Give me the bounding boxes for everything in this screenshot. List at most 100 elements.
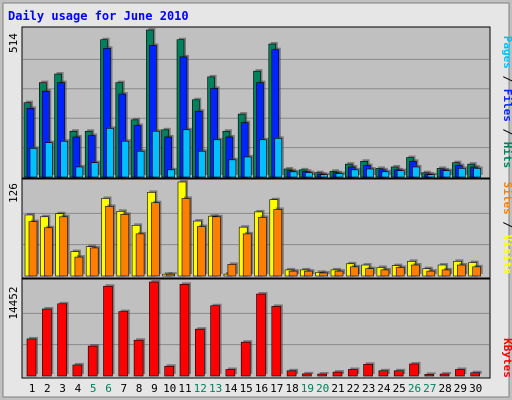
pages-bar xyxy=(366,168,374,178)
x-tick-label: 21 xyxy=(331,382,344,395)
x-tick-label: 4 xyxy=(75,382,82,395)
kbytes-bar xyxy=(72,364,83,377)
visits-legend: Sites / Visits xyxy=(501,182,512,275)
kbytes-bar xyxy=(57,303,67,377)
pages-bar xyxy=(75,166,84,178)
x-tick-label: 19 xyxy=(301,382,314,395)
x-tick-label: 1 xyxy=(29,382,36,395)
legend-pages: Pages xyxy=(501,36,512,69)
kbytes-bar xyxy=(393,370,404,377)
sites-bar xyxy=(472,266,482,277)
kbytes-bar xyxy=(210,305,220,377)
sites-bar xyxy=(197,226,206,277)
sites-bar xyxy=(395,267,405,277)
kbytes-bar xyxy=(409,363,419,377)
pages-bar xyxy=(442,170,451,178)
x-tick-label: 27 xyxy=(423,382,436,395)
hits-legend: Pages / Files / Hits xyxy=(501,36,512,169)
kbytes-bar xyxy=(225,369,236,377)
sites-bar xyxy=(411,264,420,277)
sites-bar xyxy=(441,269,451,277)
pages-bar xyxy=(29,148,38,178)
kbytes-bar xyxy=(256,293,266,377)
pages-bar xyxy=(106,128,114,178)
x-tick-label: 3 xyxy=(59,382,66,395)
pages-bar xyxy=(412,166,420,178)
x-tick-label: 23 xyxy=(362,382,375,395)
sites-bar xyxy=(288,270,298,277)
kbytes-bar xyxy=(378,370,389,377)
pages-bar xyxy=(289,171,298,178)
kbytes-bar xyxy=(439,373,450,377)
pages-bar xyxy=(60,140,68,178)
pages-bar xyxy=(44,142,53,178)
sites-bar xyxy=(181,198,191,277)
pages-bar xyxy=(274,138,283,178)
x-tick-label: 2 xyxy=(44,382,51,395)
pages-bar xyxy=(182,129,191,178)
x-tick-label: 28 xyxy=(438,382,451,395)
sites-bar xyxy=(59,216,68,277)
sites-bar xyxy=(457,264,466,277)
pages-bar xyxy=(167,169,175,178)
x-tick-label: 6 xyxy=(105,382,112,395)
legend-files: Files xyxy=(501,89,512,122)
legend-kbytes: KBytes xyxy=(501,338,512,378)
kbytes-legend: KBytes xyxy=(501,338,512,378)
chart-title: Daily usage for June 2010 xyxy=(8,9,189,23)
pages-bar xyxy=(473,168,482,178)
sites-bar xyxy=(334,270,344,277)
x-tick-label: 5 xyxy=(90,382,97,395)
kbytes-bar-shadow xyxy=(304,371,314,374)
pages-bar xyxy=(320,174,329,178)
kbytes-bar xyxy=(302,373,312,377)
x-tick-label: 10 xyxy=(163,382,176,395)
kbytes-panel xyxy=(21,278,491,379)
kbytes-bar xyxy=(26,338,37,377)
x-tick-label: 26 xyxy=(408,382,421,395)
pages-bar xyxy=(243,156,252,178)
kbytes-bar xyxy=(455,369,465,377)
kbytes-ymax-label: 14452 xyxy=(7,286,20,319)
x-tick-label: 17 xyxy=(270,382,283,395)
pages-bar xyxy=(350,169,359,178)
pages-bar xyxy=(228,159,237,178)
x-tick-label: 7 xyxy=(120,382,127,395)
sites-bar xyxy=(273,209,283,277)
sites-bar xyxy=(43,227,53,277)
x-tick-label: 22 xyxy=(347,382,360,395)
x-tick-label: 14 xyxy=(224,382,238,395)
sites-bar xyxy=(349,266,359,277)
svg-text:Pages / Files / Hits: Pages / Files / Hits xyxy=(501,36,512,169)
kbytes-bar xyxy=(164,365,174,377)
pages-bar xyxy=(90,162,99,178)
sites-bar xyxy=(135,233,145,277)
hits-ymax-label: 514 xyxy=(7,33,20,53)
x-tick-label: 20 xyxy=(316,382,329,395)
pages-bar xyxy=(198,150,206,178)
pages-bar xyxy=(305,172,313,178)
kbytes-bar-shadow xyxy=(442,372,452,374)
x-tick-label: 12 xyxy=(194,382,207,395)
sites-bar-shadow xyxy=(321,270,330,274)
x-tick-label: 8 xyxy=(136,382,143,395)
sites-bar xyxy=(304,270,313,277)
kbytes-bar xyxy=(347,369,358,377)
sites-bar xyxy=(151,202,160,277)
kbytes-bar xyxy=(424,374,435,377)
kbytes-bar xyxy=(363,363,373,377)
sites-bar xyxy=(74,256,84,277)
sites-bar xyxy=(258,217,267,277)
pages-bar xyxy=(396,170,405,178)
pages-bar xyxy=(458,168,466,178)
kbytes-bar xyxy=(133,339,144,377)
sites-bar xyxy=(227,264,237,277)
kbytes-bar xyxy=(41,308,52,377)
sites-bar xyxy=(120,214,130,277)
sites-bar xyxy=(105,206,114,277)
pages-bar xyxy=(213,139,221,178)
x-tick-label: 9 xyxy=(151,382,158,395)
pages-bar xyxy=(152,130,160,178)
x-tick-label: 16 xyxy=(255,382,268,395)
